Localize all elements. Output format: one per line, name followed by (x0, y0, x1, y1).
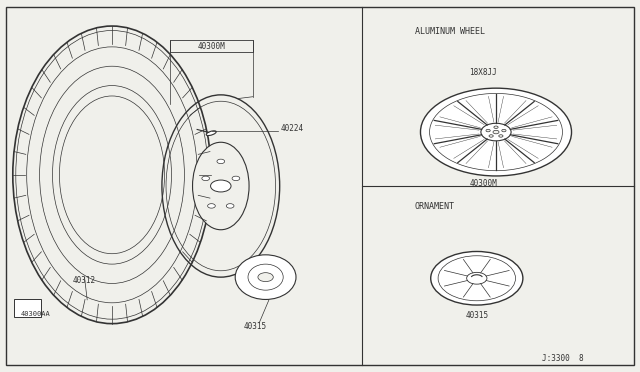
Text: 40300M: 40300M (197, 42, 225, 51)
Circle shape (227, 204, 234, 208)
Ellipse shape (63, 100, 161, 249)
Bar (14, 299, 41, 317)
Text: J:3300  8: J:3300 8 (542, 354, 584, 363)
Circle shape (481, 123, 511, 141)
Text: 18X8JJ: 18X8JJ (469, 68, 497, 77)
Circle shape (217, 159, 225, 164)
Circle shape (202, 176, 209, 181)
Text: 40315: 40315 (243, 322, 266, 331)
Bar (170, 40, 253, 52)
Text: 40300AA: 40300AA (20, 311, 50, 317)
Circle shape (232, 176, 240, 181)
Circle shape (258, 273, 273, 282)
Circle shape (502, 129, 506, 132)
Ellipse shape (193, 142, 249, 230)
Text: 40312: 40312 (73, 276, 96, 285)
Text: ALUMINUM WHEEL: ALUMINUM WHEEL (415, 27, 484, 36)
Text: 40224: 40224 (280, 124, 303, 133)
Ellipse shape (206, 131, 216, 135)
Circle shape (489, 135, 493, 137)
Circle shape (467, 272, 487, 284)
Circle shape (431, 251, 523, 305)
Circle shape (207, 204, 215, 208)
Circle shape (499, 135, 503, 137)
Text: 40315: 40315 (465, 311, 488, 320)
Circle shape (486, 129, 490, 132)
Text: ORNAMENT: ORNAMENT (415, 202, 455, 211)
Circle shape (211, 180, 231, 192)
Text: 40300M: 40300M (469, 179, 497, 187)
Circle shape (494, 126, 498, 128)
Circle shape (493, 130, 499, 134)
Ellipse shape (235, 255, 296, 299)
Circle shape (420, 88, 572, 176)
